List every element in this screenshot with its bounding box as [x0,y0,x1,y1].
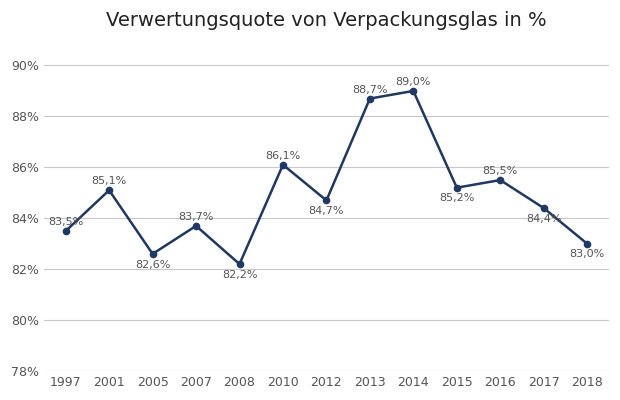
Text: 83,0%: 83,0% [570,250,604,260]
Text: 85,1%: 85,1% [92,176,126,186]
Text: 83,7%: 83,7% [179,212,214,222]
Text: 83,5%: 83,5% [48,217,83,227]
Title: Verwertungsquote von Verpackungsglas in %: Verwertungsquote von Verpackungsglas in … [106,11,547,30]
Text: 85,2%: 85,2% [439,193,474,203]
Text: 89,0%: 89,0% [396,77,431,87]
Text: 85,5%: 85,5% [482,166,518,176]
Text: 88,7%: 88,7% [352,85,388,95]
Text: 84,7%: 84,7% [309,206,344,216]
Text: 82,6%: 82,6% [135,260,170,270]
Text: 82,2%: 82,2% [222,270,257,280]
Text: 86,1%: 86,1% [265,151,301,161]
Text: 84,4%: 84,4% [526,214,562,224]
